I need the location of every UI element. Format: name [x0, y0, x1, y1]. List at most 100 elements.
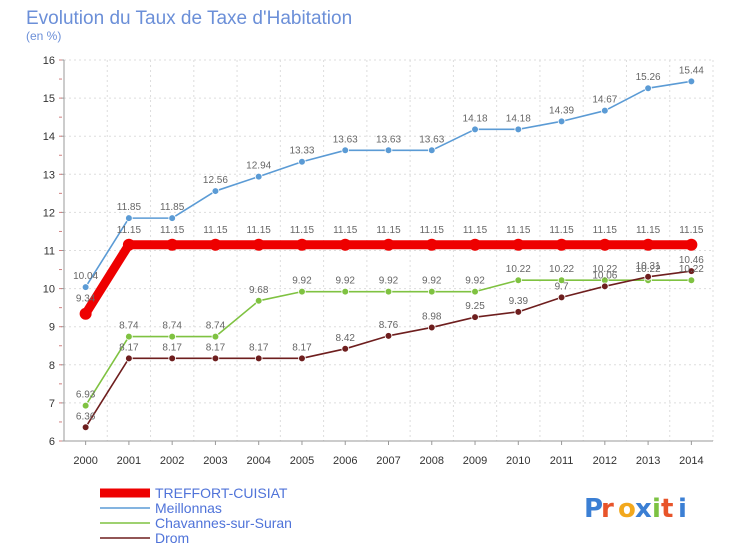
data-point	[427, 146, 436, 155]
data-label: 6.93	[76, 390, 96, 401]
data-point	[514, 125, 523, 134]
data-label: 10.22	[506, 264, 531, 275]
data-point	[295, 238, 308, 251]
x-tick-label: 2005	[290, 455, 314, 467]
data-point	[79, 307, 92, 320]
data-label: 10.06	[592, 270, 617, 281]
x-tick-label: 2013	[636, 455, 660, 467]
y-tick-label: 15	[43, 93, 55, 105]
x-tick-label: 2000	[73, 455, 97, 467]
data-point	[512, 238, 525, 251]
data-point	[601, 282, 609, 291]
data-point	[384, 146, 393, 155]
data-point	[298, 287, 306, 296]
data-label: 14.18	[463, 113, 488, 124]
y-tick-label: 16	[43, 55, 55, 67]
data-label: 14.18	[506, 113, 531, 124]
data-label: 9.7	[555, 281, 569, 292]
data-point	[642, 238, 655, 251]
data-label: 8.74	[119, 321, 139, 332]
data-label: 12.56	[203, 175, 228, 186]
data-point	[81, 283, 90, 291]
data-label: 8.17	[162, 342, 182, 353]
data-label: 11.15	[636, 225, 661, 236]
data-label: 9.68	[249, 285, 269, 296]
data-point	[514, 308, 523, 316]
data-label: 10.04	[73, 271, 98, 282]
x-tick-label: 2002	[160, 455, 184, 467]
data-label: 15.26	[636, 72, 661, 83]
data-label: 11.15	[679, 225, 704, 236]
data-label: 11.85	[160, 202, 185, 213]
data-label: 9.92	[465, 276, 485, 287]
data-label: 13.63	[376, 134, 401, 145]
logo-letter: i	[678, 494, 687, 524]
data-point	[514, 276, 523, 285]
chart-title: Evolution du Taux de Taxe d'Habitation	[26, 8, 352, 29]
data-label: 9.25	[465, 301, 485, 312]
data-label: 6.36	[76, 411, 96, 422]
data-label: 11.15	[376, 225, 401, 236]
data-point	[471, 287, 479, 296]
y-tick-label: 9	[49, 322, 55, 334]
data-point	[557, 293, 566, 302]
data-label: 11.85	[117, 202, 142, 213]
legend-label: Drom	[155, 530, 189, 546]
data-point	[427, 323, 436, 332]
data-point	[341, 344, 350, 353]
data-point	[298, 157, 306, 166]
data-point	[254, 296, 263, 305]
data-label: 11.15	[420, 225, 445, 236]
data-point	[341, 287, 350, 296]
data-label: 13.63	[333, 134, 358, 145]
y-tick-label: 7	[49, 398, 55, 410]
data-point	[339, 238, 352, 251]
data-point	[125, 332, 133, 341]
series-layer	[79, 77, 698, 432]
data-label: 8.17	[292, 342, 312, 353]
data-label: 9.92	[422, 276, 442, 287]
data-label: 15.44	[679, 65, 704, 76]
chart-subtitle: (en %)	[26, 29, 61, 43]
legend-label: TREFFORT-CUISIAT	[155, 485, 288, 501]
data-point	[687, 276, 696, 285]
data-label: 11.15	[117, 225, 142, 236]
data-point	[685, 238, 698, 251]
data-label: 8.17	[119, 342, 139, 353]
data-label: 9.34	[76, 294, 96, 305]
data-point	[469, 238, 482, 251]
data-point	[471, 313, 479, 321]
data-point	[209, 238, 222, 251]
data-label: 8.98	[422, 311, 442, 322]
data-point	[298, 354, 306, 363]
x-tick-label: 2001	[117, 455, 141, 467]
data-point	[598, 238, 611, 251]
data-label: 9.39	[509, 296, 529, 307]
data-point	[687, 267, 696, 275]
data-point	[81, 423, 90, 432]
logo-letter: o	[618, 494, 636, 524]
logo-letter: r	[601, 494, 614, 524]
x-tick-label: 2010	[506, 455, 530, 467]
data-point	[427, 287, 436, 296]
data-label: 11.15	[593, 225, 618, 236]
logo-letter: P	[584, 494, 603, 524]
data-label: 14.39	[549, 105, 574, 116]
y-tick-label: 14	[43, 131, 55, 143]
data-point	[81, 401, 90, 410]
data-point	[341, 146, 350, 155]
data-label: 13.63	[419, 134, 444, 145]
proxiti-logo: Pr o x i t i	[584, 494, 687, 524]
data-point	[125, 214, 133, 222]
data-point	[557, 276, 566, 285]
data-label: 10.46	[679, 255, 704, 266]
data-label: 11.15	[290, 225, 315, 236]
data-label: 11.15	[247, 225, 272, 236]
data-label: 11.15	[333, 225, 358, 236]
data-point	[601, 106, 609, 115]
data-point	[122, 238, 135, 251]
x-tick-label: 2006	[333, 455, 357, 467]
data-label: 8.74	[162, 321, 182, 332]
data-label: 8.42	[335, 333, 355, 344]
